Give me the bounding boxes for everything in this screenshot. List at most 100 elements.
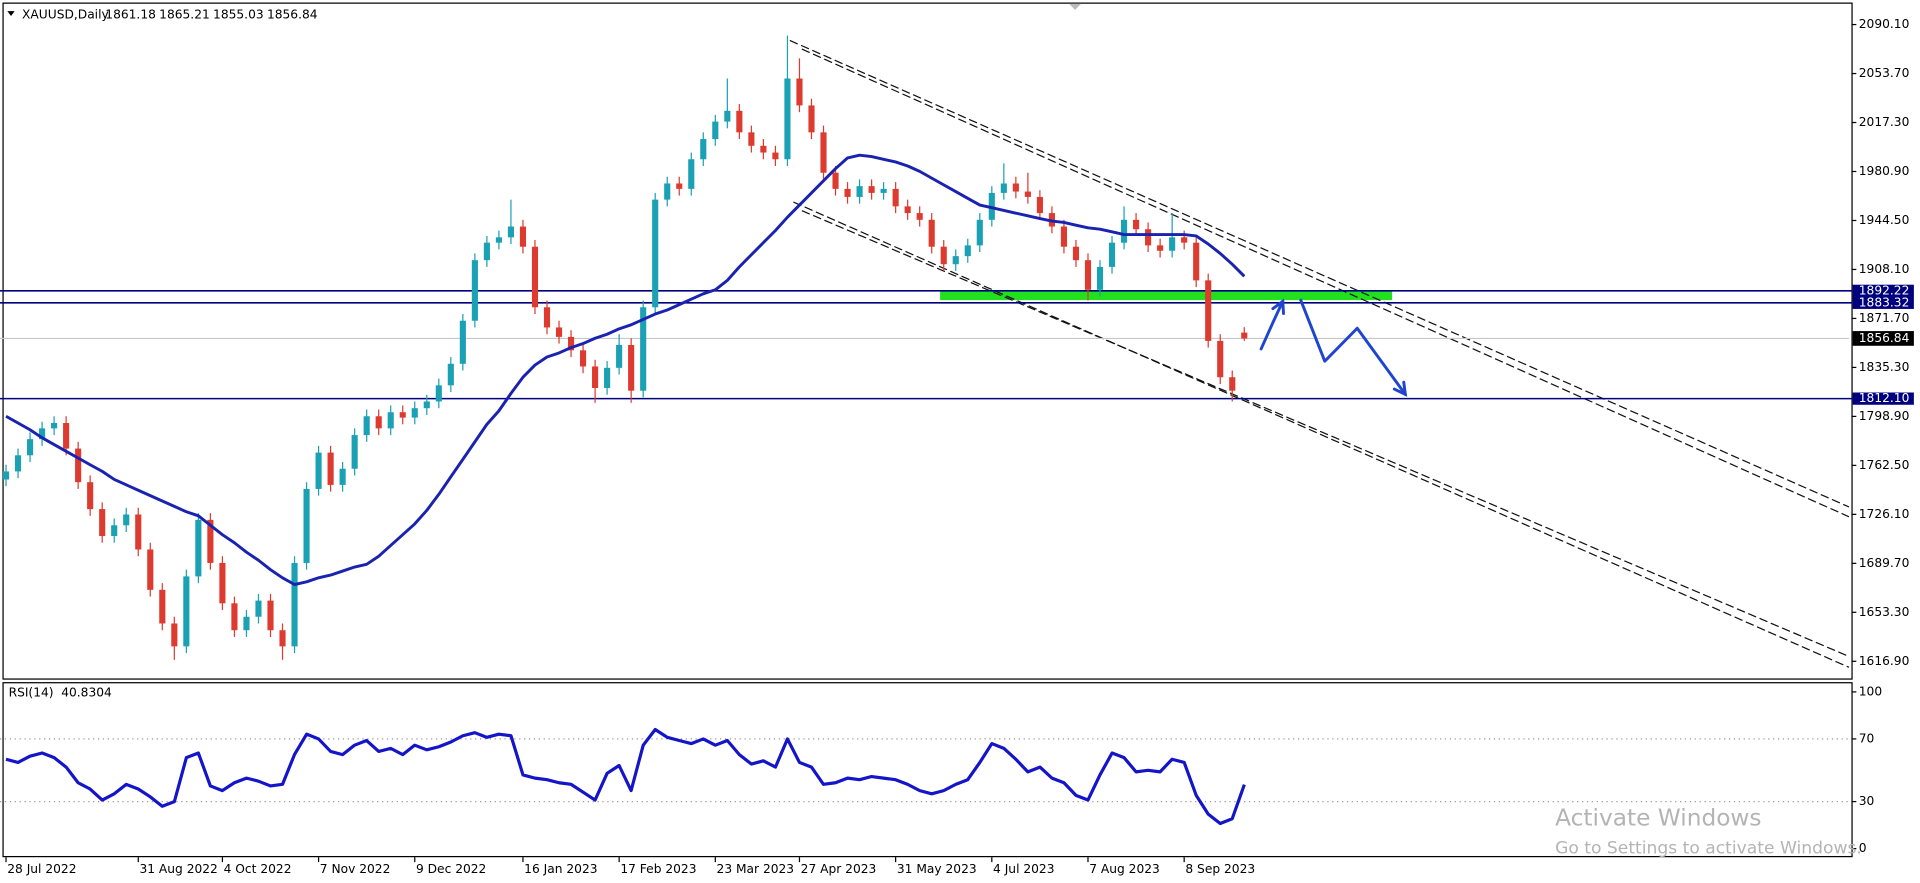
candle-body [784,78,791,160]
candle-body [135,514,142,550]
rsi-value: 40.8304 [61,686,112,700]
level-label-box [1852,392,1914,405]
candle-body [1108,242,1116,267]
candle-body [255,600,262,617]
candle-body [14,455,22,472]
x-tick-label: 8 Sep 2023 [1185,862,1255,876]
candle-body [87,482,94,510]
candle-body [159,589,166,624]
marks: 2090.10 2053.70 2017.30 1980.90 1944.50 1908.… [0,17,1914,876]
candle-body [1084,260,1092,290]
arrow-head [1392,380,1408,397]
open-value: 1861.18 [105,7,156,21]
y-tick-label: 1689.70 [1859,556,1910,570]
candle-body [904,206,911,214]
candle-body [495,237,502,243]
candle-body [543,307,551,328]
candle-body [411,408,418,418]
candle-body [844,188,851,197]
candle-body [892,188,899,207]
candle-body [435,385,442,402]
candle-body [916,213,923,220]
support-zone [940,290,1393,301]
candle-body [1120,219,1128,243]
candle-body [39,428,46,440]
candle-body [964,245,971,257]
x-tick-label: 23 Mar 2023 [717,862,795,876]
close-value: 1856.84 [267,7,318,21]
channel-line [793,201,1850,668]
price-label: 1856.84 [1859,331,1910,345]
candle-body [63,422,70,449]
candle-body [447,363,454,386]
candle-body [327,452,334,485]
x-tick-label: 4 Jul 2023 [993,862,1054,876]
moving-average [5,153,1246,586]
hand-arrow [1299,298,1407,396]
candle-body [315,452,322,489]
candle-body [592,366,599,389]
candle-body [616,344,623,368]
candle-body [219,562,226,604]
rsi-title: RSI(14) [9,686,54,700]
candle-body [1157,245,1164,251]
level-label: 1892.22 [1859,283,1910,297]
candle-body [724,110,731,122]
level-label-box [1852,284,1914,297]
rsi-tick-label: 70 [1859,731,1875,745]
candle-body [459,320,466,364]
candle-body [1205,280,1212,341]
candle-body [712,121,719,140]
candle-body [1096,266,1104,290]
channel-line [789,39,1850,508]
candle-body [676,183,683,189]
collapse-icon[interactable] [7,11,15,16]
candle-body [555,327,563,337]
candle-body [760,145,767,153]
candle-body [1060,226,1068,247]
x-tick-label: 16 Jan 2023 [524,862,597,876]
candle-body [580,350,587,367]
scroll-marker [1068,3,1082,10]
level-label: 1812.10 [1859,391,1910,405]
candle-body [748,132,755,146]
candle-body [195,519,202,577]
candle-body [952,256,959,265]
candle-body [880,188,887,193]
candle-body [832,172,839,189]
candle-body [1181,237,1188,243]
candle-body [231,603,238,631]
candle-body [856,186,863,197]
rsi-tick-label: 0 [1859,841,1867,855]
rsi-line [5,727,1246,826]
y-tick-label: 1653.30 [1859,605,1910,619]
level-label-box [1852,296,1914,309]
y-tick-label: 2053.70 [1859,66,1910,80]
candle-body [171,623,178,647]
candle-body [387,412,394,429]
candle-body [700,139,707,160]
candle-body [1072,246,1080,261]
candle-body [303,488,310,563]
x-tick-label: 7 Nov 2022 [320,862,391,876]
y-tick-label: 2017.30 [1859,115,1910,129]
y-tick-label: 1762.50 [1859,458,1910,472]
watermark-title: Activate Windows [1555,805,1761,832]
candle-body [1169,237,1176,251]
channel-line [801,48,1850,518]
x-tick-label: 9 Dec 2022 [416,862,486,876]
x-tick-label: 31 May 2023 [897,862,977,876]
y-tick-label: 1616.90 [1859,654,1910,668]
candle-body [26,439,34,456]
candle-body [567,336,575,351]
candle-body [796,78,803,106]
candle-body [75,448,82,483]
candle-body [111,525,118,537]
symbol-title: XAUUSD,Daily [22,7,109,21]
y-tick-label: 1726.10 [1859,507,1910,521]
candle-body [808,105,815,133]
candle-body [976,219,983,246]
candle-body [640,307,647,391]
candle-body [243,616,250,631]
